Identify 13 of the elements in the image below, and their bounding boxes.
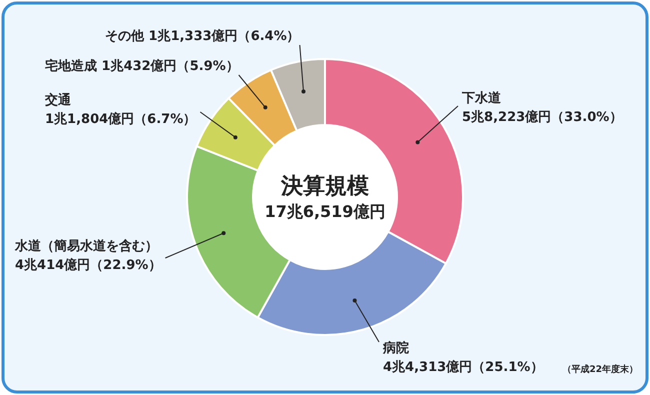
slice-label: 水道（簡易水道を含む） [14, 238, 158, 254]
data-label: 5兆8,223億円（33.0%） [462, 109, 622, 125]
slice-label: 病院 [382, 340, 409, 356]
slice-label: その他 1兆1,333億円（6.4%） [105, 28, 300, 44]
data-label: 1兆1,804億円（6.7%） [45, 111, 196, 127]
data-label: 4兆4,313億円（25.1%） [383, 359, 544, 375]
text: 決算規模 [280, 174, 369, 199]
text: （平成22年度末） [562, 364, 638, 375]
data-label: 4兆414億円（22.9%） [15, 257, 162, 273]
slice-label: 宅地造成 1兆432億円（5.9%） [45, 58, 239, 74]
slice-label: 交通 [44, 92, 72, 108]
text: 17兆6,519億円 [264, 202, 386, 221]
slice-label: 下水道 [461, 91, 502, 106]
